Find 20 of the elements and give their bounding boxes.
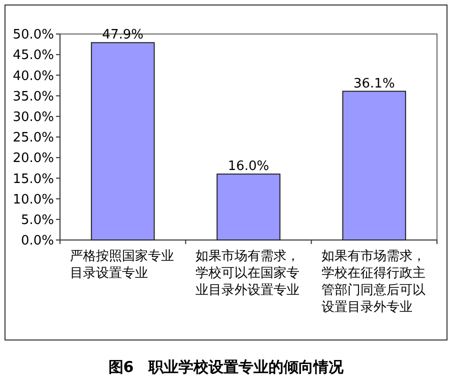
bar (216, 174, 280, 240)
data-label: 16.0% (228, 159, 270, 174)
y-tick-label: 30.0% (12, 110, 54, 125)
x-tick-label: 严格按照国家专业目录设置专业 (70, 248, 174, 281)
y-tick-label: 50.0% (12, 28, 54, 43)
y-tick-label: 45.0% (12, 48, 54, 64)
bar (90, 42, 155, 240)
y-tick-label: 10.0% (12, 192, 54, 208)
bar (342, 90, 406, 240)
data-label: 36.1% (354, 76, 395, 92)
y-tick-label: 5.0% (20, 212, 54, 228)
y-tick-label: 25.0% (12, 130, 54, 146)
text: 图6 职业学校设置专业的倾向情况 (108, 358, 345, 376)
y-tick-label: 15.0% (12, 172, 54, 187)
y-tick-label: 40.0% (12, 68, 54, 84)
y-tick-label: 35.0% (12, 89, 54, 104)
x-tick-label: 如果有市场需求，学校在征得行政主管部门同意后可以设置目录外专业 (321, 249, 426, 315)
y-tick-label: 0.0% (20, 234, 54, 249)
y-tick-label: 20.0% (12, 151, 54, 166)
x-tick-label: 如果市场有需求，学校可以在国家专业目录外设置专业 (196, 249, 300, 298)
